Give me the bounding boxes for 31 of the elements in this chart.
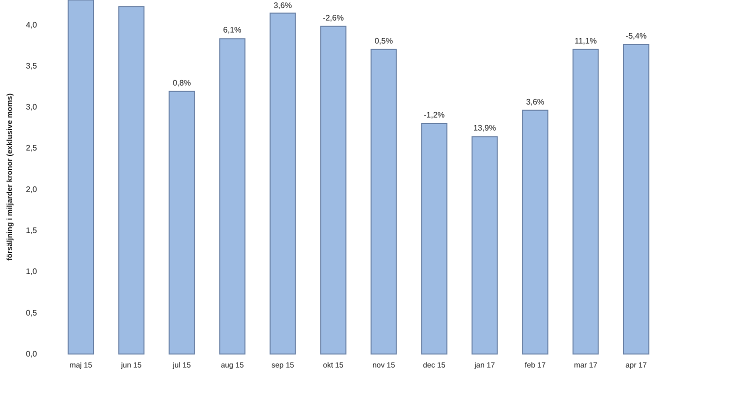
bar (522, 110, 548, 354)
y-tick-label: 0,0 (26, 350, 38, 359)
bar (320, 26, 346, 354)
annotation: 3,6% (274, 1, 292, 10)
bar (68, 0, 94, 354)
bar (270, 12, 296, 354)
y-tick-label: 3,0 (26, 102, 38, 112)
y-tick-label: 3,5 (26, 61, 38, 70)
y-tick-label: 1,5 (26, 226, 38, 236)
y-tick-label: 2,0 (26, 184, 38, 194)
annotation: -5,4% (626, 31, 647, 40)
annotation: 3,6% (526, 97, 544, 106)
annotation: 0,5% (374, 36, 393, 46)
annotation: 11,1% (574, 36, 597, 46)
bar (623, 44, 650, 354)
annotation: 13,9% (473, 124, 496, 133)
y-tick-label: 1,0 (26, 267, 38, 276)
annotation: 6,1% (223, 26, 242, 35)
bar (421, 122, 448, 354)
annotation: 0,8% (172, 78, 191, 88)
bar (219, 38, 246, 354)
bar (472, 136, 498, 354)
annotation: -1,2% (424, 110, 445, 120)
y-tick-label: 0,5 (26, 308, 38, 318)
y-tick-label: 2,5 (26, 144, 38, 153)
bar (168, 90, 195, 354)
annotation: -2,6% (322, 13, 344, 22)
bar (572, 48, 599, 354)
bar (370, 48, 397, 354)
bar (118, 6, 144, 354)
y-tick-label: 4,0 (26, 20, 38, 30)
